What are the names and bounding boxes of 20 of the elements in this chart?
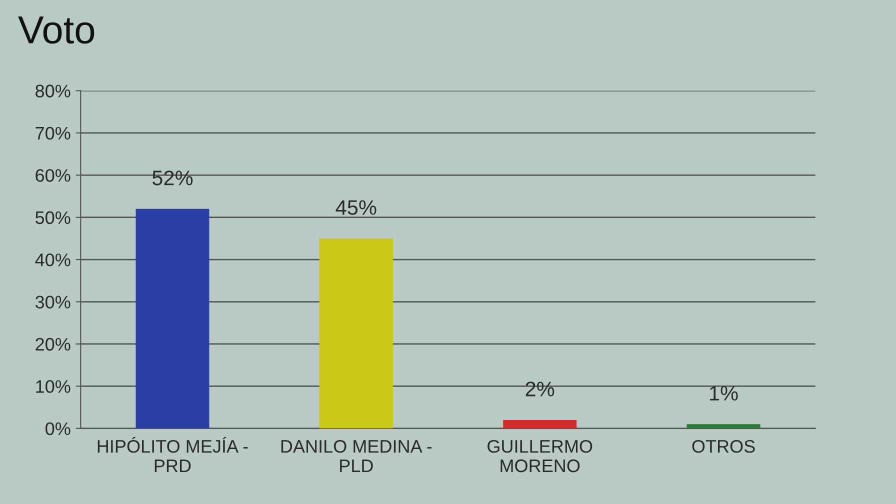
y-tick-label: 40% [35,253,70,266]
x-tick-label: OTROS [692,440,755,453]
bar [136,208,210,428]
x-tick-label: DANILO MEDINA - PLD [281,440,432,472]
x-tick-label: GUILLERMO MORENO [488,440,592,472]
chart-title: Voto [18,16,94,44]
y-tick-label: 30% [35,296,70,308]
data-label: 45% [336,200,376,215]
x-tick-label: HIPÓLITO MEJÍA - PRD [98,436,248,472]
y-tick-label: 0% [46,422,70,436]
bar [686,424,760,428]
bar [319,238,393,428]
y-tick-label: 80% [36,84,70,98]
y-tick-label: 70% [36,126,70,140]
data-label: 1% [710,386,738,401]
y-tick-label: 10% [36,380,70,393]
y-tick-label: 20% [36,338,70,351]
y-tick-label: 50% [36,211,70,224]
y-tick-label: 60% [36,169,70,182]
bar [503,420,577,428]
